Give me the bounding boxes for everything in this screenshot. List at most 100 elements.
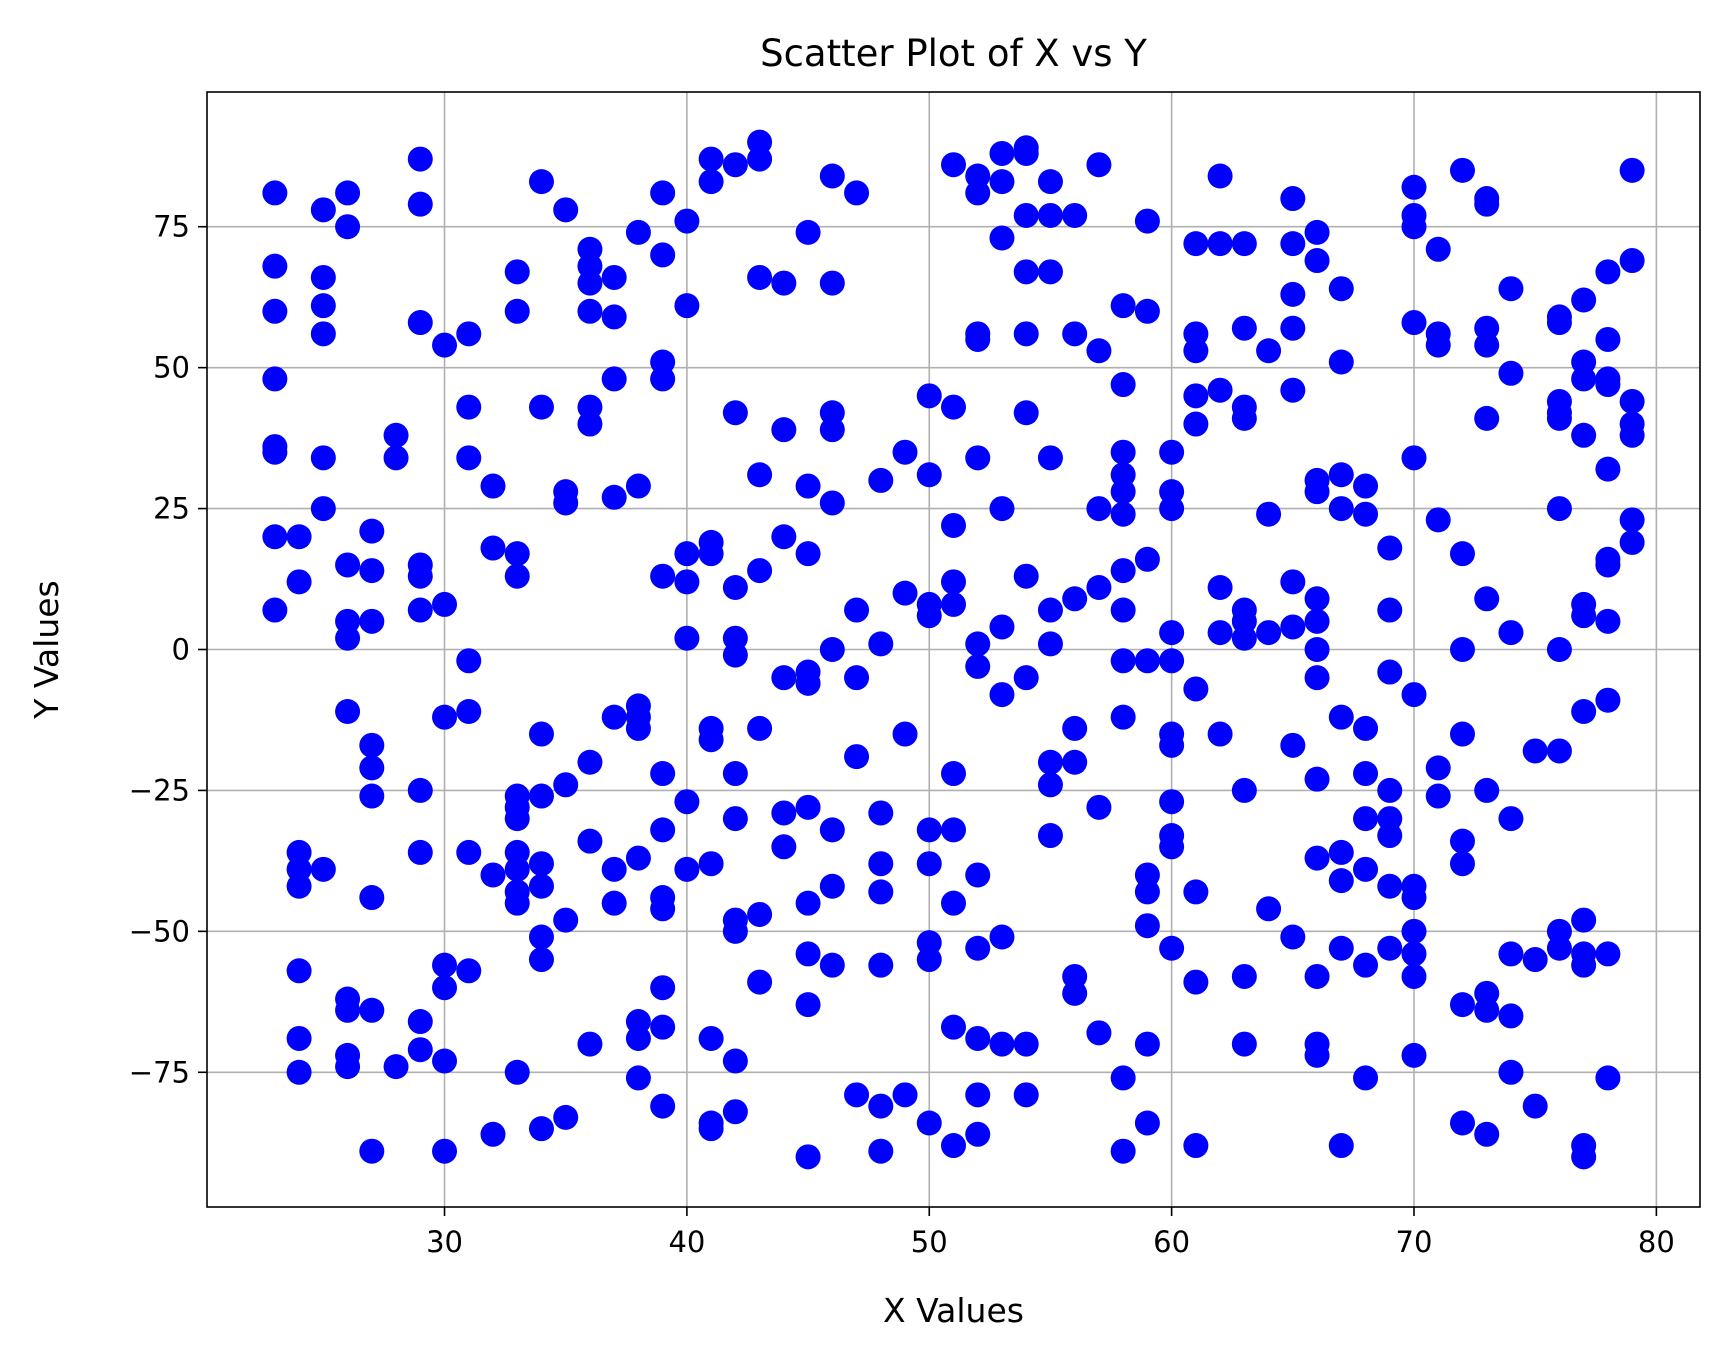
data-point bbox=[892, 439, 918, 465]
data-point bbox=[1013, 140, 1039, 166]
data-point bbox=[722, 1099, 748, 1125]
data-point bbox=[941, 1014, 966, 1040]
data-point bbox=[819, 417, 845, 443]
data-point bbox=[1353, 501, 1379, 527]
data-point bbox=[1304, 248, 1330, 274]
x-tick-label: 50 bbox=[911, 1225, 948, 1259]
data-point bbox=[965, 631, 991, 657]
data-point bbox=[1134, 648, 1160, 674]
data-point bbox=[1498, 276, 1524, 302]
data-point bbox=[1304, 637, 1330, 662]
data-point bbox=[1086, 152, 1112, 178]
data-point bbox=[1377, 823, 1403, 849]
data-point bbox=[625, 715, 651, 741]
data-point bbox=[1304, 845, 1330, 871]
x-tick-label: 70 bbox=[1396, 1225, 1433, 1259]
data-point bbox=[1280, 281, 1306, 307]
data-point bbox=[698, 146, 724, 172]
data-point bbox=[819, 490, 845, 516]
data-point bbox=[1280, 569, 1306, 595]
data-point bbox=[456, 648, 482, 674]
data-point bbox=[1280, 614, 1306, 640]
data-point bbox=[1183, 231, 1209, 257]
data-point bbox=[1013, 321, 1039, 347]
data-point bbox=[1013, 202, 1039, 228]
data-point bbox=[1134, 546, 1160, 572]
data-point bbox=[407, 1037, 433, 1063]
y-tick-label: 75 bbox=[153, 210, 190, 244]
data-point bbox=[965, 1025, 991, 1051]
data-point bbox=[1183, 1133, 1209, 1159]
data-point bbox=[577, 828, 603, 854]
data-point bbox=[1498, 620, 1524, 646]
data-point bbox=[989, 496, 1015, 522]
data-point bbox=[1328, 868, 1354, 894]
data-point bbox=[698, 851, 724, 877]
data-point bbox=[1037, 445, 1063, 471]
data-point bbox=[1183, 676, 1209, 702]
data-point bbox=[383, 422, 409, 448]
data-point bbox=[1037, 259, 1063, 285]
data-point bbox=[916, 1110, 942, 1136]
data-point bbox=[504, 1059, 530, 1085]
data-point bbox=[1280, 732, 1306, 758]
data-point bbox=[722, 918, 748, 944]
data-point bbox=[1353, 715, 1379, 741]
data-point bbox=[528, 721, 554, 747]
data-point bbox=[747, 901, 773, 927]
data-point bbox=[286, 524, 312, 550]
data-point bbox=[892, 1082, 918, 1108]
data-point bbox=[1328, 704, 1354, 730]
data-point bbox=[795, 219, 821, 245]
data-point bbox=[1401, 174, 1427, 200]
data-point bbox=[892, 721, 918, 747]
data-point bbox=[1207, 574, 1233, 600]
data-point bbox=[528, 924, 554, 950]
data-point bbox=[577, 1031, 603, 1057]
y-axis-ticks: −75 −50 −25 0 25 50 75 bbox=[129, 210, 207, 1089]
data-point bbox=[601, 264, 627, 290]
data-point bbox=[407, 839, 433, 865]
data-point bbox=[1280, 377, 1306, 403]
data-point bbox=[674, 541, 700, 567]
data-point bbox=[819, 873, 845, 899]
data-point bbox=[625, 473, 651, 499]
data-point bbox=[722, 761, 748, 787]
data-point bbox=[1619, 507, 1645, 533]
data-point bbox=[1498, 806, 1524, 832]
data-point bbox=[359, 755, 385, 781]
data-point bbox=[1353, 856, 1379, 882]
data-point bbox=[1449, 828, 1475, 854]
data-point bbox=[965, 862, 991, 888]
data-point bbox=[407, 146, 433, 172]
data-point bbox=[1110, 501, 1136, 527]
data-point bbox=[1522, 738, 1548, 764]
data-point bbox=[1183, 411, 1209, 437]
data-point bbox=[335, 552, 361, 578]
data-point bbox=[577, 411, 603, 437]
data-point bbox=[1474, 191, 1500, 217]
data-point bbox=[1401, 941, 1427, 967]
data-point bbox=[1619, 248, 1645, 274]
data-point bbox=[1062, 321, 1088, 347]
data-point bbox=[1353, 761, 1379, 787]
data-point bbox=[1037, 823, 1063, 849]
data-point bbox=[1013, 665, 1039, 691]
data-point bbox=[1595, 259, 1621, 285]
data-point bbox=[1377, 777, 1403, 803]
data-point bbox=[941, 512, 966, 538]
data-point bbox=[1546, 738, 1572, 764]
data-point bbox=[650, 563, 676, 589]
data-point bbox=[1304, 766, 1330, 792]
data-point bbox=[504, 259, 530, 285]
data-point bbox=[1595, 372, 1621, 398]
data-point bbox=[868, 631, 894, 657]
data-point bbox=[989, 924, 1015, 950]
data-point bbox=[1328, 349, 1354, 375]
data-point bbox=[1449, 157, 1475, 183]
data-point bbox=[844, 744, 870, 770]
data-point bbox=[650, 761, 676, 787]
data-point bbox=[1546, 935, 1572, 961]
data-point bbox=[819, 270, 845, 296]
data-point bbox=[941, 394, 966, 420]
